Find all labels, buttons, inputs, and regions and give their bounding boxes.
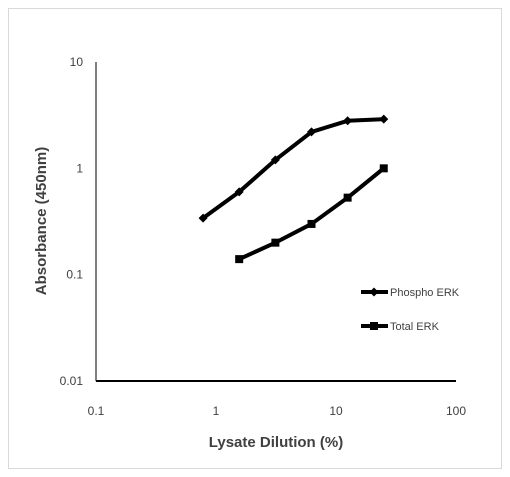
legend-label: Total ERK — [390, 321, 440, 333]
data-point-total-erk — [271, 239, 279, 247]
legend-marker — [370, 288, 379, 297]
legend-item-total-erk: Total ERK — [361, 321, 440, 333]
data-point-total-erk — [235, 255, 243, 263]
y-tick-label: 0.1 — [66, 268, 83, 282]
series-line-phospho-erk — [203, 119, 384, 218]
legend-marker — [370, 322, 378, 330]
x-tick-label: 100 — [446, 404, 466, 418]
axes — [96, 62, 456, 381]
x-tick-labels: 0.1 1 10 100 — [88, 404, 467, 418]
series-phospho-erk — [199, 115, 389, 223]
x-tick-label: 10 — [329, 404, 343, 418]
series-layer — [199, 115, 389, 263]
y-axis-title: Absorbance (450nm) — [33, 147, 50, 295]
data-point-total-erk — [308, 220, 316, 228]
x-axis-title: Lysate Dilution (%) — [209, 434, 343, 451]
x-tick-label: 0.1 — [88, 404, 105, 418]
y-tick-label: 10 — [70, 55, 84, 69]
series-line-total-erk — [239, 168, 384, 259]
legend: Phospho ERK Total ERK — [361, 287, 460, 333]
data-point-phospho-erk — [343, 116, 352, 125]
y-tick-labels: 0.01 0.1 1 10 — [60, 55, 84, 388]
y-tick-label: 1 — [76, 161, 83, 175]
legend-label: Phospho ERK — [390, 287, 460, 299]
legend-item-phospho-erk: Phospho ERK — [361, 287, 460, 299]
data-point-total-erk — [344, 194, 352, 202]
series-total-erk — [235, 164, 388, 263]
data-point-total-erk — [380, 164, 388, 172]
y-tick-label: 0.01 — [60, 374, 84, 388]
data-point-phospho-erk — [379, 115, 388, 124]
x-tick-label: 1 — [213, 404, 220, 418]
